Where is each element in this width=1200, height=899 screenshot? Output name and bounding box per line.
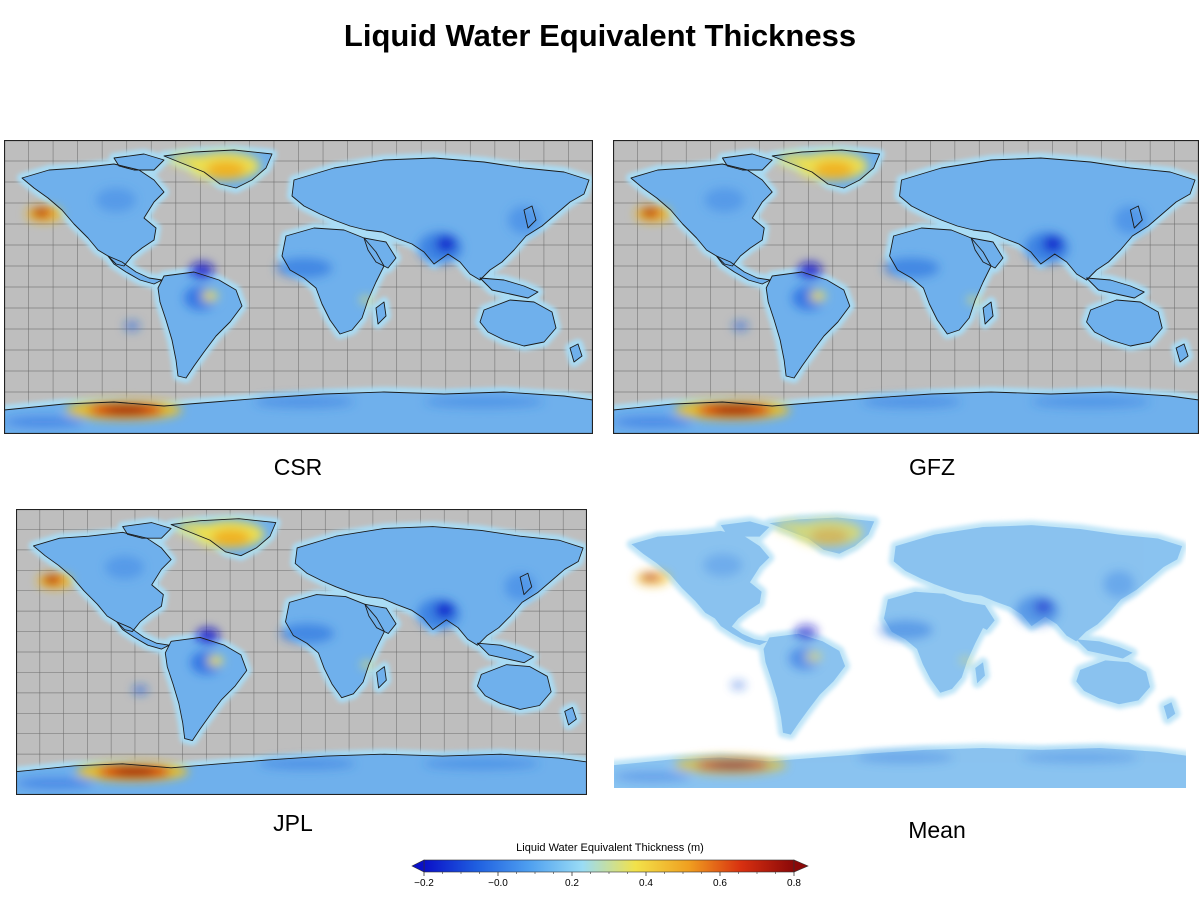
map-panel-csr: [4, 140, 593, 434]
map-gfz: [613, 140, 1199, 434]
colorbar-max-arrow: [793, 859, 809, 873]
colorbar-tick-label: 0.4: [639, 878, 653, 889]
colorbar-tick-label: 0.6: [713, 878, 727, 889]
colorbar-tick-label: 0.8: [787, 878, 801, 889]
colorbar-tick-label: −0.2: [414, 878, 434, 889]
colorbar-tick-label: −0.0: [488, 878, 508, 889]
panel-label-jpl: JPL: [273, 810, 313, 836]
colorbar-title: Liquid Water Equivalent Thickness (m): [516, 842, 704, 854]
map-jpl: [16, 509, 587, 795]
page-title: Liquid Water Equivalent Thickness: [343, 18, 857, 53]
colorbar-tick-label: 0.2: [565, 878, 579, 889]
map-panel-mean: [614, 508, 1186, 788]
map-panel-jpl: [16, 509, 587, 795]
map-csr: [4, 140, 593, 434]
colorbar-gradient: [423, 859, 795, 873]
map-mean: [614, 508, 1186, 788]
colorbar-min-arrow: [411, 859, 425, 873]
colorbar-ramp: [411, 859, 809, 876]
map-panel-gfz: [613, 140, 1199, 434]
colorbar: Liquid Water Equivalent Thickness (m) −0…: [410, 842, 810, 892]
panel-label-mean: Mean: [908, 817, 966, 843]
panel-label-gfz: GFZ: [909, 454, 955, 480]
panel-label-csr: CSR: [273, 454, 323, 480]
